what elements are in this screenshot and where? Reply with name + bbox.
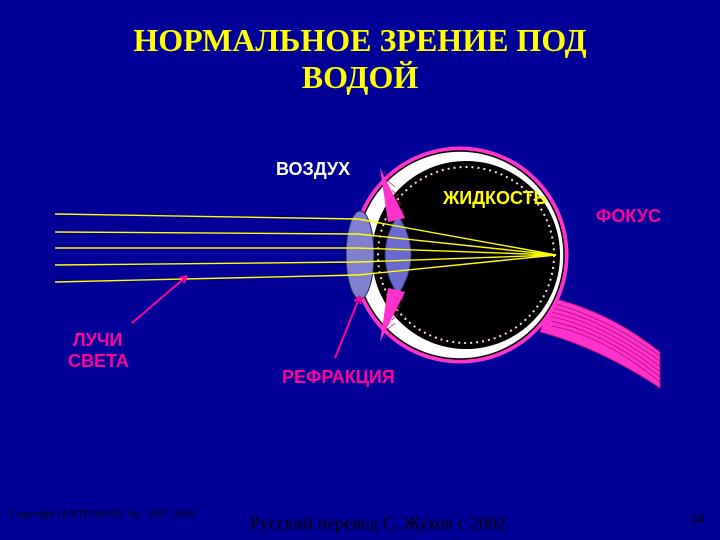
slide: НОРМАЛЬНОЕ ЗРЕНИЕ ПОД ВОДОЙ ВОЗДУХ ЖИДКО… <box>0 0 720 540</box>
label-refraction: РЕФРАКЦИЯ <box>282 367 395 388</box>
label-rays-2: СВЕТА <box>68 351 129 372</box>
label-rays-1: ЛУЧИ <box>73 330 122 351</box>
page-number: 34 <box>690 512 704 528</box>
footer-translation: Русский перевод С. Жуков с 2002 <box>250 513 510 534</box>
label-focus: ФОКУС <box>596 206 661 227</box>
label-fluid: ЖИДКОСТЬ <box>443 188 547 209</box>
footer-copyright: Copyright IANTD/IAND, Inc. 1997-2000 <box>10 508 195 520</box>
eye-diagram <box>0 0 720 540</box>
label-air: ВОЗДУХ <box>276 159 350 180</box>
